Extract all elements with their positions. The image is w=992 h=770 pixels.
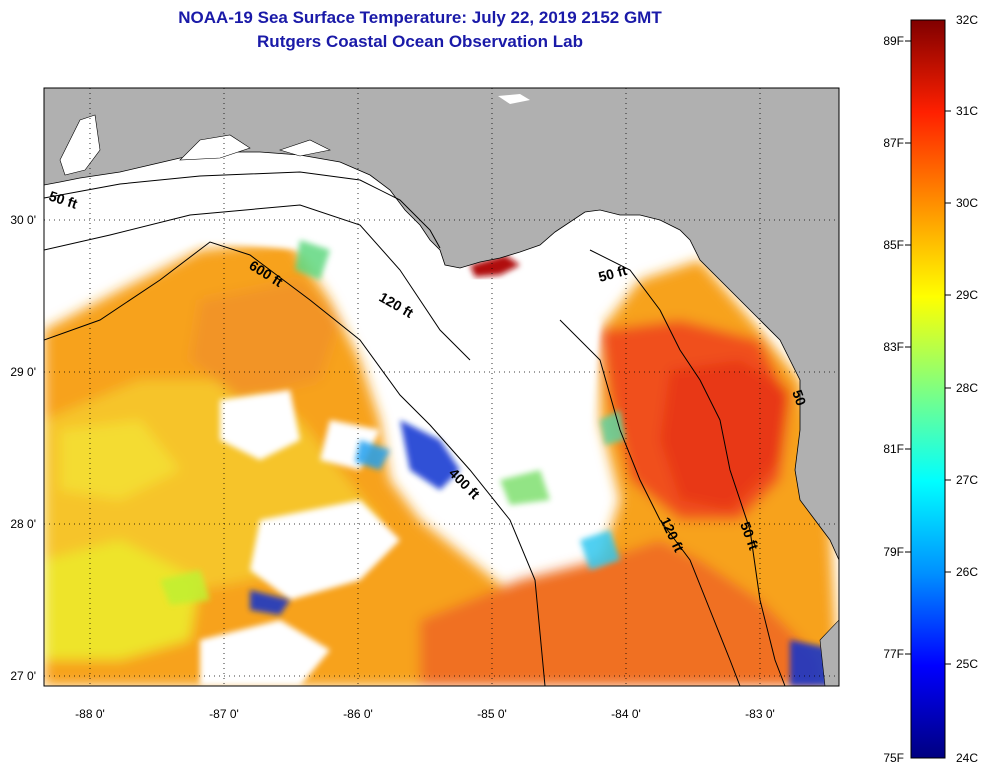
- colorbar-fahrenheit-label: 79F: [883, 545, 904, 559]
- map-subtitle: Rutgers Coastal Ocean Observation Lab: [257, 32, 583, 51]
- colorbar-celsius-label: 30C: [956, 196, 978, 210]
- colorbar-fahrenheit-label: 81F: [883, 442, 904, 456]
- colorbar-celsius-label: 29C: [956, 288, 978, 302]
- colorbar-celsius-label: 24C: [956, 751, 978, 765]
- colorbar-celsius-label: 25C: [956, 657, 978, 671]
- colorbar-fahrenheit-label: 85F: [883, 238, 904, 252]
- contour-label: 50 ft: [597, 262, 629, 285]
- plot-frame: [43, 87, 840, 687]
- colorbar-fahrenheit-label: 75F: [883, 751, 904, 765]
- colorbar-celsius-label: 31C: [956, 104, 978, 118]
- bathymetry-contours: [44, 171, 786, 686]
- longitude-label: -87 0': [209, 707, 239, 721]
- latitude-label: 30 0': [10, 213, 36, 227]
- colorbar: [910, 19, 946, 759]
- longitude-label: -84 0': [611, 707, 641, 721]
- latitude-label: 28 0': [10, 517, 36, 531]
- longitude-label: -88 0': [75, 707, 105, 721]
- longitude-label: -85 0': [477, 707, 507, 721]
- contour-label: 50: [789, 388, 809, 408]
- longitude-label: -86 0': [343, 707, 373, 721]
- colorbar-celsius-label: 28C: [956, 381, 978, 395]
- colorbar-fahrenheit-label: 83F: [883, 340, 904, 354]
- map-title: NOAA-19 Sea Surface Temperature: July 22…: [178, 8, 662, 27]
- colorbar-celsius-label: 26C: [956, 565, 978, 579]
- colorbar-celsius-label: 32C: [956, 13, 978, 27]
- latitude-label: 29 0': [10, 365, 36, 379]
- colorbar-fahrenheit-label: 87F: [883, 136, 904, 150]
- latitude-label: 27 0': [10, 669, 36, 683]
- colorbar-fahrenheit-label: 89F: [883, 34, 904, 48]
- sst-field: [44, 88, 839, 686]
- longitude-label: -83 0': [745, 707, 775, 721]
- colorbar-celsius-label: 27C: [956, 473, 978, 487]
- colorbar-fahrenheit-label: 77F: [883, 647, 904, 661]
